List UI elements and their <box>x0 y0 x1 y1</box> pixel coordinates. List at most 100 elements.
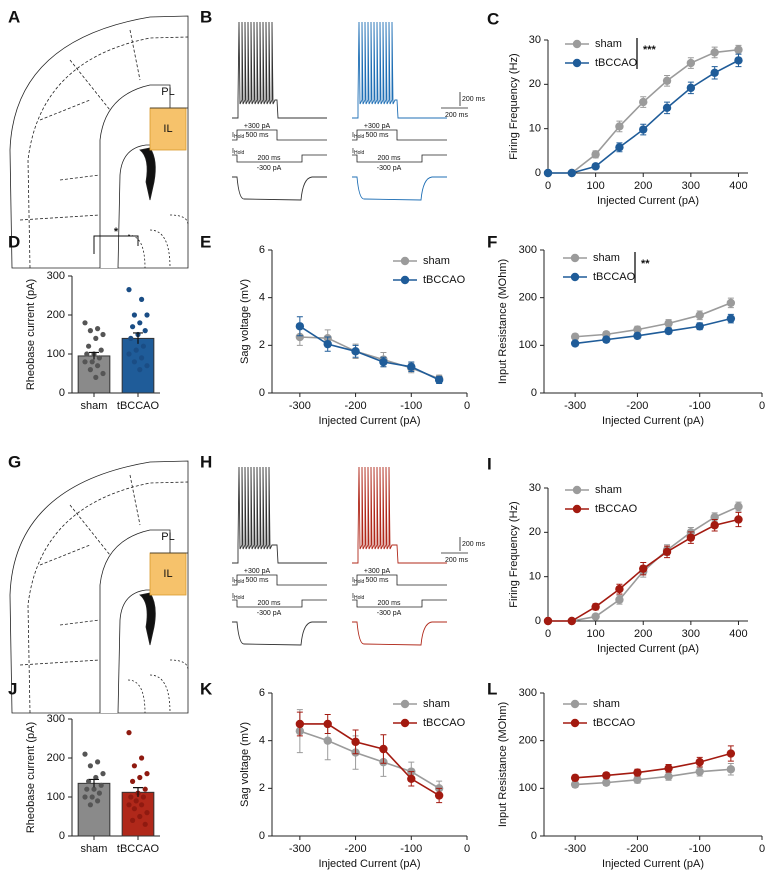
hyperpolarization-trace <box>232 176 327 201</box>
spike-trace <box>352 21 447 119</box>
data-point <box>351 347 360 356</box>
ventricle <box>139 147 156 201</box>
individual-point <box>140 343 146 349</box>
significance-label: * <box>114 226 119 238</box>
step-duration-label: 200 ms <box>378 600 401 607</box>
x-tick-label: -300 <box>564 843 586 855</box>
panel-letter: D <box>8 232 20 251</box>
data-point <box>567 168 577 178</box>
data-point <box>602 778 611 787</box>
ventricle <box>139 592 156 646</box>
y-tick-label: 20 <box>529 78 541 90</box>
data-point <box>295 322 305 331</box>
bar <box>121 791 155 837</box>
individual-point <box>96 355 102 361</box>
legend-label: tBCCAO <box>593 271 636 283</box>
data-point <box>570 332 580 341</box>
y-axis-label: Sag voltage (mV) <box>239 279 251 364</box>
bar <box>77 782 111 837</box>
individual-point <box>126 802 132 808</box>
series-line <box>299 325 440 381</box>
data-point <box>734 502 743 511</box>
step-down-label: -300 pA <box>377 165 402 172</box>
x-tick-label: -200 <box>345 843 367 855</box>
subcortical-line <box>149 674 171 714</box>
legend-marker <box>570 718 580 728</box>
y-tick-label: 0 <box>535 615 541 627</box>
x-tick-label: 100 <box>586 180 604 192</box>
y-axis-label: Sag voltage (mV) <box>239 722 251 807</box>
y-tick-label: 4 <box>259 735 265 747</box>
legend-label: sham <box>423 698 450 710</box>
data-point <box>633 775 642 784</box>
x-tick-label: 300 <box>682 180 700 192</box>
scale-label: 200 ms <box>462 541 485 548</box>
x-tick-label: 400 <box>729 628 747 640</box>
x-tick-label: 400 <box>729 180 747 192</box>
data-point <box>734 56 743 65</box>
x-tick-label: -200 <box>626 843 648 855</box>
individual-point <box>86 778 92 785</box>
individual-point <box>98 347 104 353</box>
spike-trace <box>232 466 327 564</box>
data-point <box>570 339 580 348</box>
y-tick-label: 2 <box>259 782 265 794</box>
individual-point <box>87 802 93 808</box>
significance-bracket <box>93 235 139 254</box>
x-tick-label: -100 <box>689 843 711 855</box>
x-tick-label: -200 <box>345 400 367 412</box>
legend-label: tBCCAO <box>595 503 638 515</box>
individual-point <box>82 751 88 757</box>
data-point <box>434 375 444 385</box>
individual-point <box>139 755 145 761</box>
hyperpolarization-trace <box>352 176 447 201</box>
x-tick-label: 200 <box>634 628 652 640</box>
x-tick-label: 0 <box>545 628 551 640</box>
series-line <box>575 302 732 338</box>
individual-point <box>100 331 106 338</box>
data-point <box>591 150 600 159</box>
individual-point <box>142 786 148 792</box>
cortex-line <box>27 481 189 714</box>
data-point <box>591 162 600 171</box>
x-tick-label: tBCCAO <box>117 843 160 855</box>
data-point <box>615 122 624 131</box>
step-duration-label: 200 ms <box>378 155 401 162</box>
hyperpolarization-trace <box>352 621 447 646</box>
legend-label: sham <box>595 484 622 496</box>
data-point <box>570 780 580 789</box>
legend-label: tBCCAO <box>593 717 636 729</box>
cortex-line <box>27 36 189 269</box>
legend-marker <box>400 256 410 266</box>
panel-letter: F <box>487 232 497 251</box>
pl-label: PL <box>161 531 174 543</box>
y-tick-label: 2 <box>259 339 265 351</box>
step-protocol <box>232 599 327 608</box>
individual-point <box>130 778 136 785</box>
individual-point <box>91 786 97 792</box>
x-tick-label: 0 <box>545 180 551 192</box>
data-point <box>726 314 736 323</box>
data-point <box>570 773 580 783</box>
data-point <box>602 771 611 780</box>
individual-point <box>86 343 92 349</box>
y-axis-label: Rheobase current (pA) <box>25 279 37 390</box>
panel-letter: E <box>200 232 211 251</box>
individual-point <box>93 374 99 380</box>
hold-label: IHold <box>352 132 364 140</box>
step-protocol <box>352 599 447 608</box>
y-axis-label: Input Resistance (MOhm) <box>497 259 509 384</box>
individual-point <box>140 794 146 800</box>
individual-point <box>87 763 93 769</box>
data-point <box>726 298 736 308</box>
data-point <box>591 612 600 621</box>
individual-point <box>84 786 90 792</box>
data-point <box>351 737 360 747</box>
scale-label: 200 ms <box>445 112 468 119</box>
individual-point <box>82 320 88 326</box>
data-point <box>543 616 553 626</box>
x-tick-label: 0 <box>759 400 765 412</box>
hold-label: IHold <box>352 577 364 585</box>
individual-point <box>93 335 99 341</box>
step-down-label: -300 pA <box>377 610 402 617</box>
